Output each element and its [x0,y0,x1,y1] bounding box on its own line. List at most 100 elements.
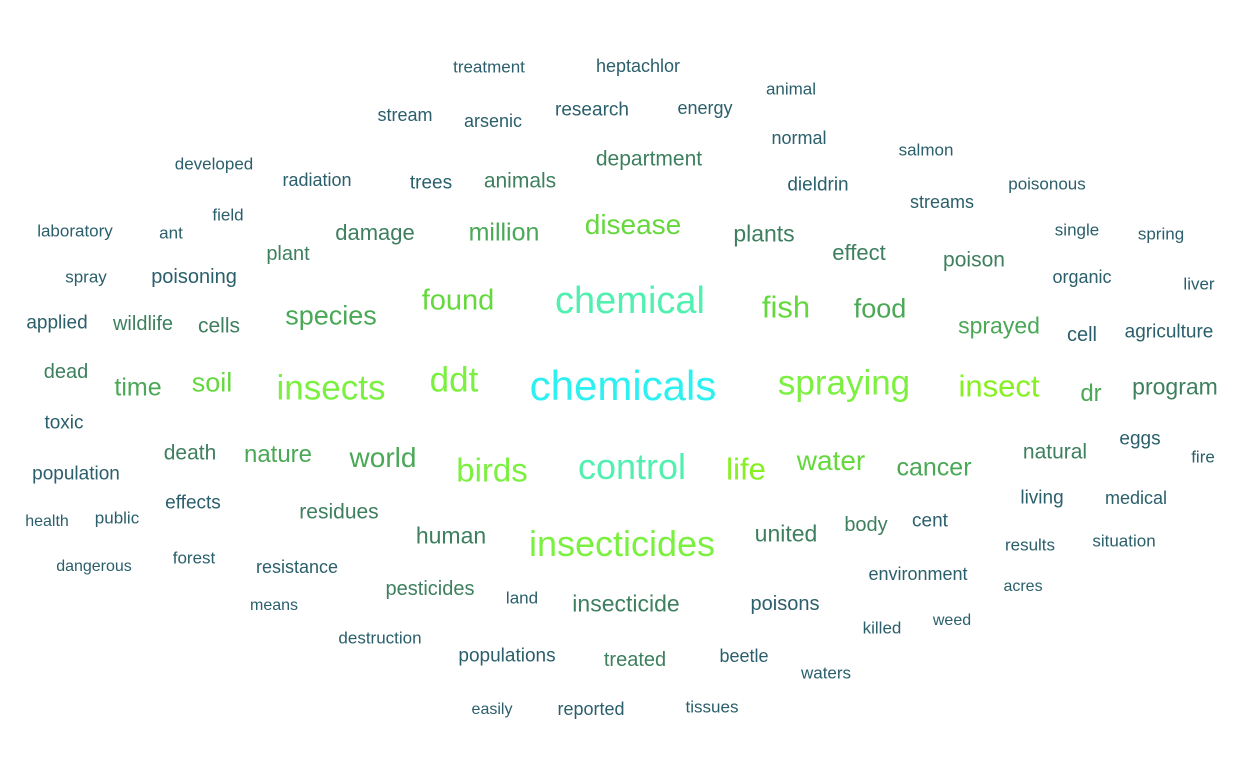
word-liver: liver [1183,274,1215,294]
word-food: food [853,293,907,324]
word-field: field [212,205,244,225]
word-dead: dead [43,361,89,383]
word-poisoning: poisoning [151,266,237,288]
word-world: world [349,442,417,473]
word-reported: reported [557,699,625,719]
word-trees: trees [409,172,453,194]
word-plant: plant [266,243,310,265]
word-single: single [1054,220,1100,240]
word-acres: acres [1003,578,1043,595]
word-treated: treated [603,649,667,671]
word-spring: spring [1137,224,1185,244]
word-laboratory: laboratory [37,221,113,241]
word-insect: insect [958,368,1040,404]
word-pesticides: pesticides [385,578,475,600]
word-program: program [1132,373,1218,400]
word-effects: effects [165,492,221,514]
word-insecticides: insecticides [528,523,716,564]
word-ddt: ddt [429,360,479,400]
word-cent: cent [912,510,948,532]
word-disease: disease [584,209,682,240]
word-animal: animal [765,79,817,99]
word-heptachlor: heptachlor [595,56,681,76]
word-public: public [94,508,140,528]
word-insects: insects [276,368,386,408]
word-easily: easily [471,701,513,718]
word-research: research [555,99,629,121]
word-poisons: poisons [750,593,820,615]
word-cells: cells [197,314,241,338]
word-chemicals: chemicals [529,362,717,409]
word-treatment: treatment [453,57,525,77]
word-agriculture: agriculture [1124,321,1214,343]
word-fire: fire [1191,447,1215,467]
word-residues: residues [299,500,379,524]
word-control: control [577,446,687,487]
word-waters: waters [800,663,852,683]
word-resistance: resistance [255,557,339,577]
word-population: population [32,463,120,485]
word-million: million [468,218,540,247]
word-stream: stream [377,105,433,125]
word-species: species [285,300,377,331]
word-chemical: chemical [555,280,705,322]
word-eggs: eggs [1119,428,1161,450]
word-animals: animals [483,169,557,193]
word-developed: developed [174,154,254,174]
word-found: found [421,284,495,317]
word-time: time [114,373,162,402]
word-water: water [796,445,866,476]
word-medical: medical [1104,488,1168,508]
word-ant: ant [159,223,183,243]
word-department: department [595,147,703,171]
word-dangerous: dangerous [56,558,132,575]
word-normal: normal [771,128,827,148]
word-body: body [844,514,888,536]
word-dieldrin: dieldrin [787,174,849,196]
word-results: results [1004,535,1056,555]
word-birds: birds [456,451,528,489]
word-dr: dr [1080,380,1102,407]
word-salmon: salmon [898,140,954,160]
word-life: life [726,451,766,487]
word-environment: environment [868,564,968,584]
word-insecticide: insecticide [572,590,680,617]
word-united: united [754,520,818,547]
word-energy: energy [677,98,733,118]
word-natural: natural [1022,440,1088,464]
word-spraying: spraying [777,363,911,403]
word-poison: poison [943,248,1005,272]
word-death: death [163,441,217,465]
word-health: health [25,513,69,530]
word-forest: forest [172,548,216,568]
word-streams: streams [909,192,975,212]
word-killed: killed [862,618,902,638]
word-toxic: toxic [44,412,84,434]
word-land: land [505,588,539,608]
word-nature: nature [243,441,313,468]
word-effect: effect [832,240,886,265]
word-wildlife: wildlife [112,313,174,335]
word-organic: organic [1052,267,1112,287]
word-radiation: radiation [282,170,352,190]
word-spray: spray [65,267,107,287]
word-arsenic: arsenic [463,111,523,131]
word-sprayed: sprayed [958,312,1040,339]
word-situation: situation [1092,531,1156,551]
word-fish: fish [761,289,811,325]
word-tissues: tissues [685,697,739,717]
word-cell: cell [1066,324,1098,346]
word-cancer: cancer [896,453,972,482]
word-soil: soil [191,367,233,398]
word-human: human [415,522,487,549]
word-plants: plants [733,220,795,247]
word-damage: damage [335,220,415,245]
word-means: means [249,597,299,614]
word-populations: populations [458,645,556,667]
word-weed: weed [932,612,972,629]
word-applied: applied [26,312,88,334]
word-living: living [1020,487,1064,509]
word-destruction: destruction [338,628,422,648]
word-poisonous: poisonous [1008,174,1086,194]
